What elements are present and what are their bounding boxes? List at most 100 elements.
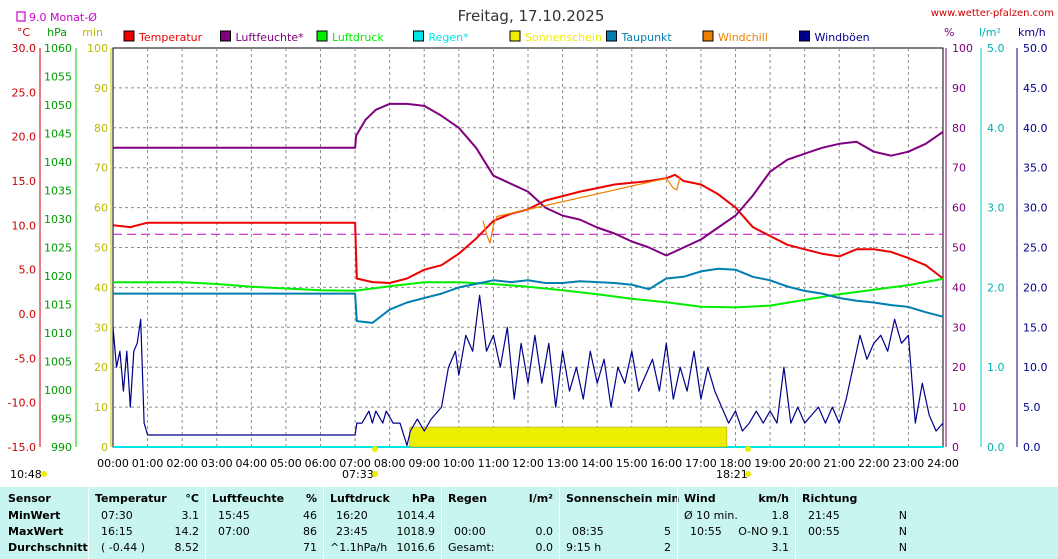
- stats-value: 3.1: [181, 509, 200, 522]
- axis-tick-label-temp: 20.0: [12, 131, 37, 144]
- stats-time: 07:30: [101, 509, 133, 522]
- axis-tick-label-rain: 3.0: [987, 202, 1005, 215]
- stats-title: Regen: [448, 492, 488, 505]
- axis-tick-label-temp: 0.0: [19, 308, 37, 321]
- row-label-max: MaxWert: [8, 525, 64, 538]
- axis-tick-label-rain: 2.0: [987, 281, 1005, 294]
- stats-value: 46: [303, 509, 317, 522]
- stats-time: 16:20: [336, 509, 368, 522]
- stats-note: Ø 10 min.: [684, 509, 738, 522]
- stats-title: Temperatur: [95, 492, 167, 505]
- axis-tick-label-wind: 10.0: [1023, 361, 1048, 374]
- stats-value: 1014.4: [396, 509, 436, 522]
- monthly-avg-swatch: [16, 11, 26, 22]
- stats-value: N: [898, 541, 907, 554]
- axis-unit-temp: °C: [17, 26, 31, 39]
- axis-tick-label-rain: 0.0: [987, 441, 1005, 454]
- axis-tick-label-humidity: 40: [952, 281, 966, 294]
- axis-tick-label-wind: 20.0: [1023, 281, 1048, 294]
- stats-value: 71: [303, 541, 317, 554]
- sunshine-bar: [409, 426, 728, 448]
- axis-tick-label-humidity: 20: [952, 361, 966, 374]
- legend-swatch-sunshine: [509, 30, 521, 42]
- axis-tick-label-wind: 5.0: [1023, 401, 1041, 414]
- axis-tick-label-minutes: 60: [94, 202, 108, 215]
- axis-tick-label-pressure: 1040: [44, 156, 72, 169]
- axis-tick-label-wind: 0.0: [1023, 441, 1041, 454]
- x-tick-label: 15:00: [616, 457, 648, 470]
- axis-tick-label-wind: 25.0: [1023, 242, 1048, 255]
- sunset-marker: [745, 446, 751, 452]
- series-line-windchill: [482, 176, 681, 244]
- stats-value: 3.1: [771, 541, 790, 554]
- axis-tick-label-wind: 50.0: [1023, 42, 1048, 55]
- axis-tick-label-pressure: 1000: [44, 384, 72, 397]
- x-tick-label: 22:00: [858, 457, 890, 470]
- stats-title: Sonnenschein min: [566, 492, 680, 505]
- stats-title: Luftfeuchte: [212, 492, 285, 505]
- x-tick-label: 00:00: [97, 457, 129, 470]
- axis-tick-label-minutes: 80: [94, 122, 108, 135]
- axis-tick-label-temp: -5.0: [15, 352, 36, 365]
- stats-value: 5: [664, 525, 671, 538]
- x-tick-label: 14:00: [581, 457, 613, 470]
- legend-swatch-dewpoint: [606, 30, 617, 42]
- axis-tick-label-pressure: 1020: [44, 270, 72, 283]
- x-tick-label: 03:00: [201, 457, 233, 470]
- axis-tick-label-humidity: 0: [952, 441, 959, 454]
- x-tick-label: 13:00: [547, 457, 579, 470]
- axis-tick-label-pressure: 1050: [44, 99, 72, 112]
- stats-unit: °C: [185, 492, 199, 505]
- stats-time: 15:45: [218, 509, 250, 522]
- axis-tick-label-humidity: 80: [952, 122, 966, 135]
- stats-value: O-NO 9.1: [738, 525, 789, 538]
- axis-tick-label-minutes: 50: [94, 242, 108, 255]
- axis-tick-label-wind: 30.0: [1023, 202, 1048, 215]
- sunrise-time-label: 07:33: [342, 468, 374, 481]
- axis-tick-label-minutes: 20: [94, 361, 108, 374]
- axis-tick-label-pressure: 995: [51, 413, 72, 426]
- axis-unit-wind: km/h: [1018, 26, 1046, 39]
- stats-value: 8.52: [174, 541, 200, 554]
- x-tick-label: 19:00: [754, 457, 786, 470]
- axis-tick-label-wind: 45.0: [1023, 82, 1048, 95]
- stats-note: ^1.1hPa/h: [330, 541, 388, 554]
- stats-table: Sensor MinWert MaxWert Durchschnitt Temp…: [0, 487, 1058, 559]
- legend-label-rain: Regen*: [429, 31, 470, 44]
- x-tick-label: 17:00: [685, 457, 717, 470]
- stats-section-rain: Regen l/m² 00:00 0.0 Gesamt: 0.0: [441, 487, 559, 559]
- stats-value: 1016.6: [396, 541, 436, 554]
- legend-swatch-humidity: [220, 30, 231, 42]
- axis-tick-label-rain: 5.0: [987, 42, 1005, 55]
- axis-tick-label-pressure: 1015: [44, 299, 72, 312]
- stats-section-sunshine: Sonnenschein min 08:35 5 9:15 h 2: [559, 487, 680, 559]
- stats-unit: l/m²: [528, 492, 553, 505]
- monthly-avg-label: 9.0 Monat-Ø: [29, 11, 97, 24]
- axis-unit-rain: l/m²: [979, 26, 1001, 39]
- axis-tick-label-minutes: 30: [94, 321, 108, 334]
- stats-time: 07:00: [218, 525, 250, 538]
- axis-tick-label-pressure: 1010: [44, 327, 72, 340]
- axis-tick-label-wind: 15.0: [1023, 321, 1048, 334]
- stats-section-temperature: Temperatur °C 07:30 3.1 16:15 14.2 ( -0.…: [88, 487, 205, 559]
- stats-time: 10:55: [690, 525, 722, 538]
- legend-swatch-gusts: [799, 30, 810, 42]
- stats-value: 2: [664, 541, 671, 554]
- x-tick-label: 04:00: [235, 457, 267, 470]
- axis-tick-label-humidity: 10: [952, 401, 966, 414]
- legend-label-temperature: Temperatur: [138, 31, 203, 44]
- row-label-min: MinWert: [8, 509, 61, 522]
- axis-tick-label-pressure: 990: [51, 441, 72, 454]
- x-tick-label: 09:00: [408, 457, 440, 470]
- weather-chart: -15.0 -10.0 -5.0 0.0 5.0 10.0 15.0 20.0 25.0 30.0…: [8, 7, 1054, 481]
- start-time-label: 10:48: [10, 468, 42, 481]
- legend-swatch-pressure: [316, 30, 328, 42]
- axis-tick-label-temp: 5.0: [19, 264, 37, 277]
- stats-time: 00:00: [454, 525, 486, 538]
- axis-tick-label-temp: 10.0: [12, 219, 37, 232]
- axis-tick-label-humidity: 50: [952, 242, 966, 255]
- stats-section-wind: Wind km/h Ø 10 min. 1.8 10:55 O-NO 9.1 3…: [677, 487, 795, 559]
- x-tick-label: 23:00: [893, 457, 925, 470]
- stats-value: N: [898, 509, 907, 522]
- axis-tick-label-humidity: 30: [952, 321, 966, 334]
